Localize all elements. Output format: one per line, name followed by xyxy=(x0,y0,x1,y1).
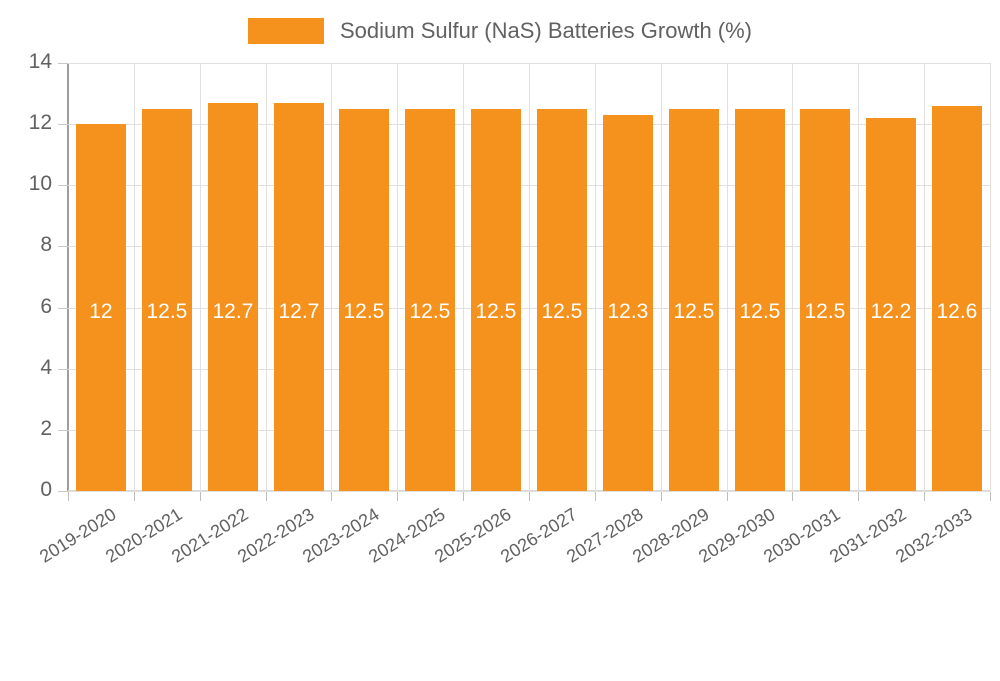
y-axis-tick-label: 0 xyxy=(40,478,52,501)
bar-value-label: 12 xyxy=(89,300,113,324)
y-axis-tick xyxy=(58,368,68,370)
x-axis-tick xyxy=(661,492,662,501)
bar xyxy=(471,108,521,491)
x-axis-tick xyxy=(529,492,530,501)
x-axis-tick xyxy=(792,492,793,501)
y-axis-tick-label: 2 xyxy=(40,416,52,440)
bar xyxy=(76,124,126,491)
y-axis-tick xyxy=(58,124,68,126)
bar xyxy=(537,108,587,491)
bar-value-label: 12.7 xyxy=(212,300,254,324)
gridline-vertical xyxy=(266,63,267,491)
x-axis-tick xyxy=(858,492,859,501)
gridline-vertical xyxy=(463,63,464,491)
gridline-vertical xyxy=(529,63,530,491)
gridline-vertical xyxy=(595,63,596,491)
y-axis-tick-label: 14 xyxy=(28,50,52,73)
y-axis-tick xyxy=(58,246,68,248)
y-axis-tick-label: 12 xyxy=(28,111,52,135)
bar xyxy=(208,102,258,491)
gridline-vertical xyxy=(990,63,991,491)
y-axis-tick xyxy=(58,491,68,492)
legend-label: Sodium Sulfur (NaS) Batteries Growth (%) xyxy=(339,18,753,43)
bar xyxy=(932,105,982,491)
gridline-vertical xyxy=(792,63,793,491)
bar-value-label: 12.5 xyxy=(146,300,188,324)
gridline-vertical xyxy=(727,63,728,491)
gridline-vertical xyxy=(331,63,332,491)
bar-value-label: 12.7 xyxy=(278,300,320,324)
gridline-horizontal xyxy=(68,491,990,492)
bar xyxy=(274,102,324,491)
bar-value-label: 12.5 xyxy=(475,300,517,324)
bar xyxy=(669,108,719,491)
bar xyxy=(866,118,916,491)
bar-value-label: 12.5 xyxy=(409,300,451,324)
gridline-vertical xyxy=(661,63,662,491)
bar-value-label: 12.2 xyxy=(870,300,912,324)
y-axis-line xyxy=(67,63,69,492)
y-axis-tick-label: 4 xyxy=(40,355,52,379)
x-axis-tick xyxy=(990,492,991,501)
bar-value-label: 12.5 xyxy=(739,300,781,324)
y-axis-tick xyxy=(58,429,68,431)
chart-legend: Sodium Sulfur (NaS) Batteries Growth (%) xyxy=(0,14,1000,48)
y-axis-tick xyxy=(58,307,68,309)
x-axis-tick xyxy=(200,492,201,501)
x-axis-tick xyxy=(134,492,135,501)
plot-area: 12 12.5 12.7 12.7 12.5 12.5 12.5 12.5 12.3 12.5 12… xyxy=(68,63,991,492)
bar-value-label: 12.6 xyxy=(936,300,978,324)
bar xyxy=(339,108,389,491)
x-axis-tick xyxy=(595,492,596,501)
bar-chart: Sodium Sulfur (NaS) Batteries Growth (%)… xyxy=(0,14,1000,567)
bar xyxy=(603,114,653,491)
gridline-vertical xyxy=(924,63,925,491)
y-axis-tick-label: 8 xyxy=(40,233,52,257)
x-axis-tick xyxy=(924,492,925,501)
x-axis-tick xyxy=(397,492,398,501)
x-axis-tick xyxy=(331,492,332,501)
y-axis-tick-label: 10 xyxy=(28,172,52,196)
x-axis-tick xyxy=(727,492,728,501)
bar-value-label: 12.5 xyxy=(673,300,715,324)
bar-value-label: 12.5 xyxy=(343,300,385,324)
x-axis-tick xyxy=(266,492,267,501)
gridline-vertical xyxy=(858,63,859,491)
legend-color-swatch xyxy=(247,18,324,44)
bar xyxy=(735,108,785,491)
bar-value-label: 12.5 xyxy=(804,300,846,324)
y-axis-tick xyxy=(58,63,68,64)
bar xyxy=(142,108,192,491)
y-axis-tick xyxy=(58,185,68,187)
gridline-vertical xyxy=(397,63,398,491)
y-axis-tick-label: 6 xyxy=(40,294,52,318)
bar-value-label: 12.5 xyxy=(541,300,583,324)
gridline-vertical xyxy=(134,63,135,491)
x-axis-tick xyxy=(463,492,464,501)
gridline-vertical xyxy=(200,63,201,491)
bar-value-label: 12.3 xyxy=(607,300,649,324)
x-axis-tick xyxy=(68,492,69,501)
bar xyxy=(800,108,850,491)
bar xyxy=(405,108,455,491)
